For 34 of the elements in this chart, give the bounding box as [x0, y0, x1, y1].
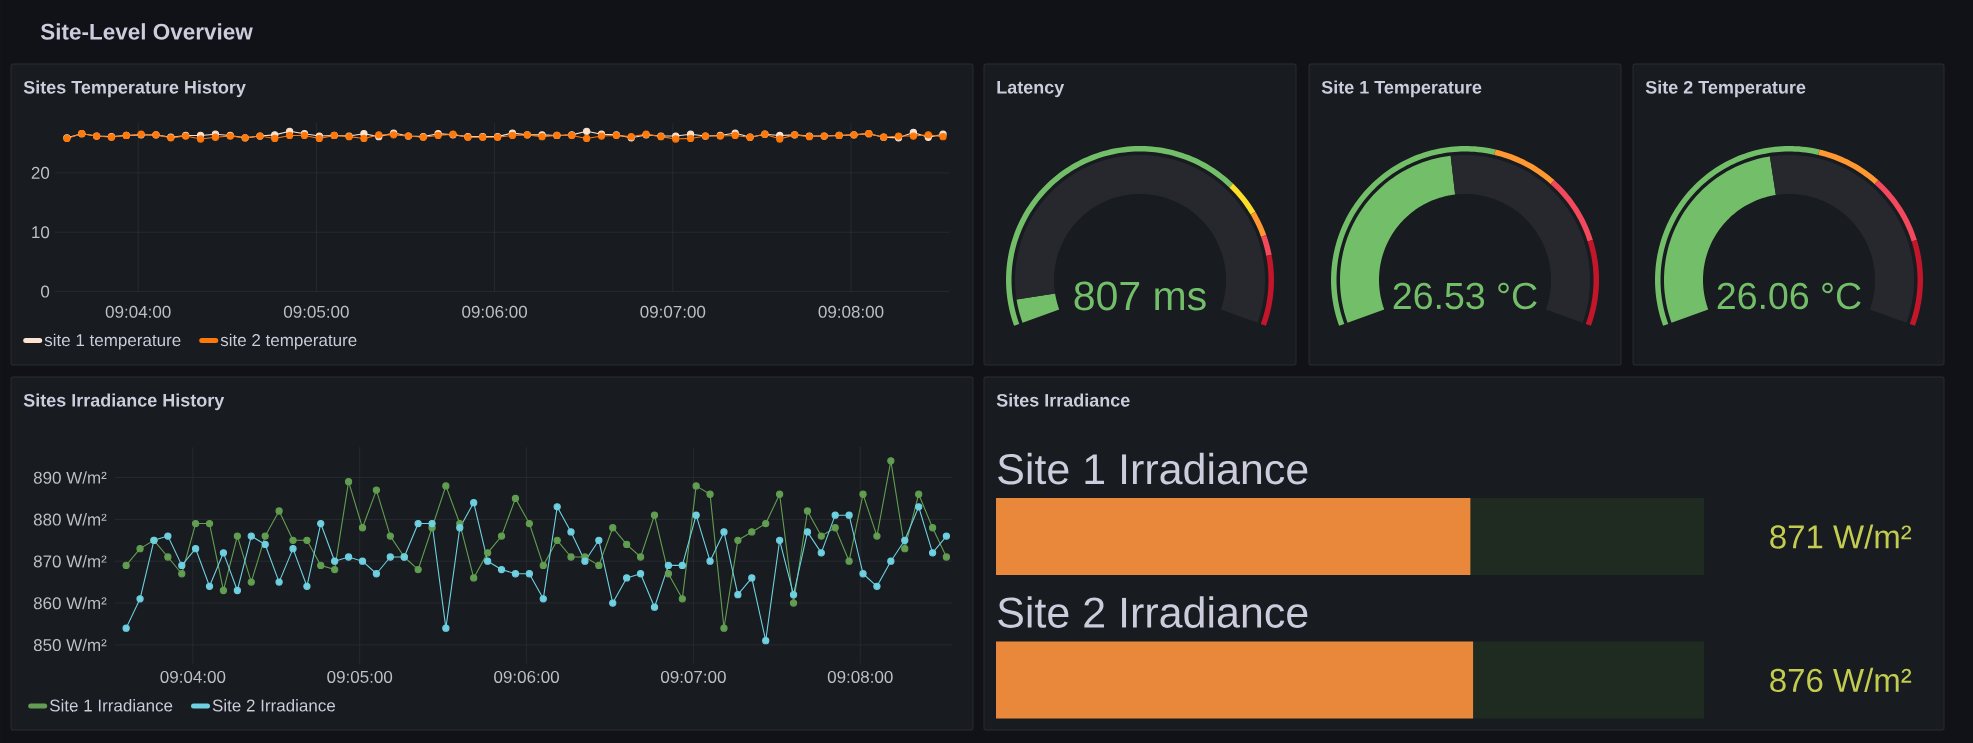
- legend-label: site 1 temperature: [44, 333, 181, 350]
- x-tick-label: 09:06:00: [494, 670, 559, 683]
- chart-title: Sites Irradiance History: [23, 393, 225, 411]
- x-tick-label: 09:07:00: [660, 670, 726, 683]
- x-tick-label: 09:04:00: [105, 305, 171, 318]
- y-tick-label: 10: [32, 226, 50, 239]
- y-tick-label: 860 W/m²: [33, 596, 107, 610]
- x-tick-label: 09:08:00: [818, 305, 884, 318]
- legend-label: Site 1 Irradiance: [49, 699, 173, 712]
- y-tick-label: 20: [31, 166, 50, 179]
- chart-title: Sites Temperature History: [23, 80, 246, 98]
- data-label: 871 W/m²: [1770, 524, 1912, 549]
- text: Site-Level Overview: [40, 23, 253, 40]
- x-tick-label: 09:05:00: [283, 305, 349, 318]
- y-tick-label: 850 W/m²: [33, 638, 107, 652]
- text: 26.53 °C: [1393, 282, 1537, 310]
- x-tick-label: 09:07:00: [640, 305, 706, 318]
- y-tick-label: 0: [41, 285, 50, 298]
- legend-label: Site 2 Irradiance: [212, 699, 336, 712]
- y-tick-label: 880 W/m²: [33, 513, 107, 526]
- x-tick-label: 09:08:00: [827, 670, 893, 683]
- text: 807 ms: [1074, 281, 1206, 311]
- chart-title: Site 1 Temperature: [1321, 80, 1482, 98]
- chart-title: Sites Irradiance: [996, 393, 1130, 407]
- legend-label: site 2 temperature: [220, 333, 357, 350]
- text: 26.06 °C: [1717, 282, 1861, 310]
- chart-title: Latency: [997, 81, 1065, 98]
- x-tick-label: 09:04:00: [160, 670, 226, 683]
- data-label: 876 W/m²: [1770, 667, 1912, 693]
- y-tick-label: 890 W/m²: [33, 471, 107, 484]
- x-tick-label: 09:05:00: [327, 670, 393, 683]
- x-tick-label: 09:06:00: [462, 305, 528, 318]
- chart-title: Site 2 Temperature: [1645, 80, 1806, 98]
- y-tick-label: 870 W/m²: [33, 554, 107, 568]
